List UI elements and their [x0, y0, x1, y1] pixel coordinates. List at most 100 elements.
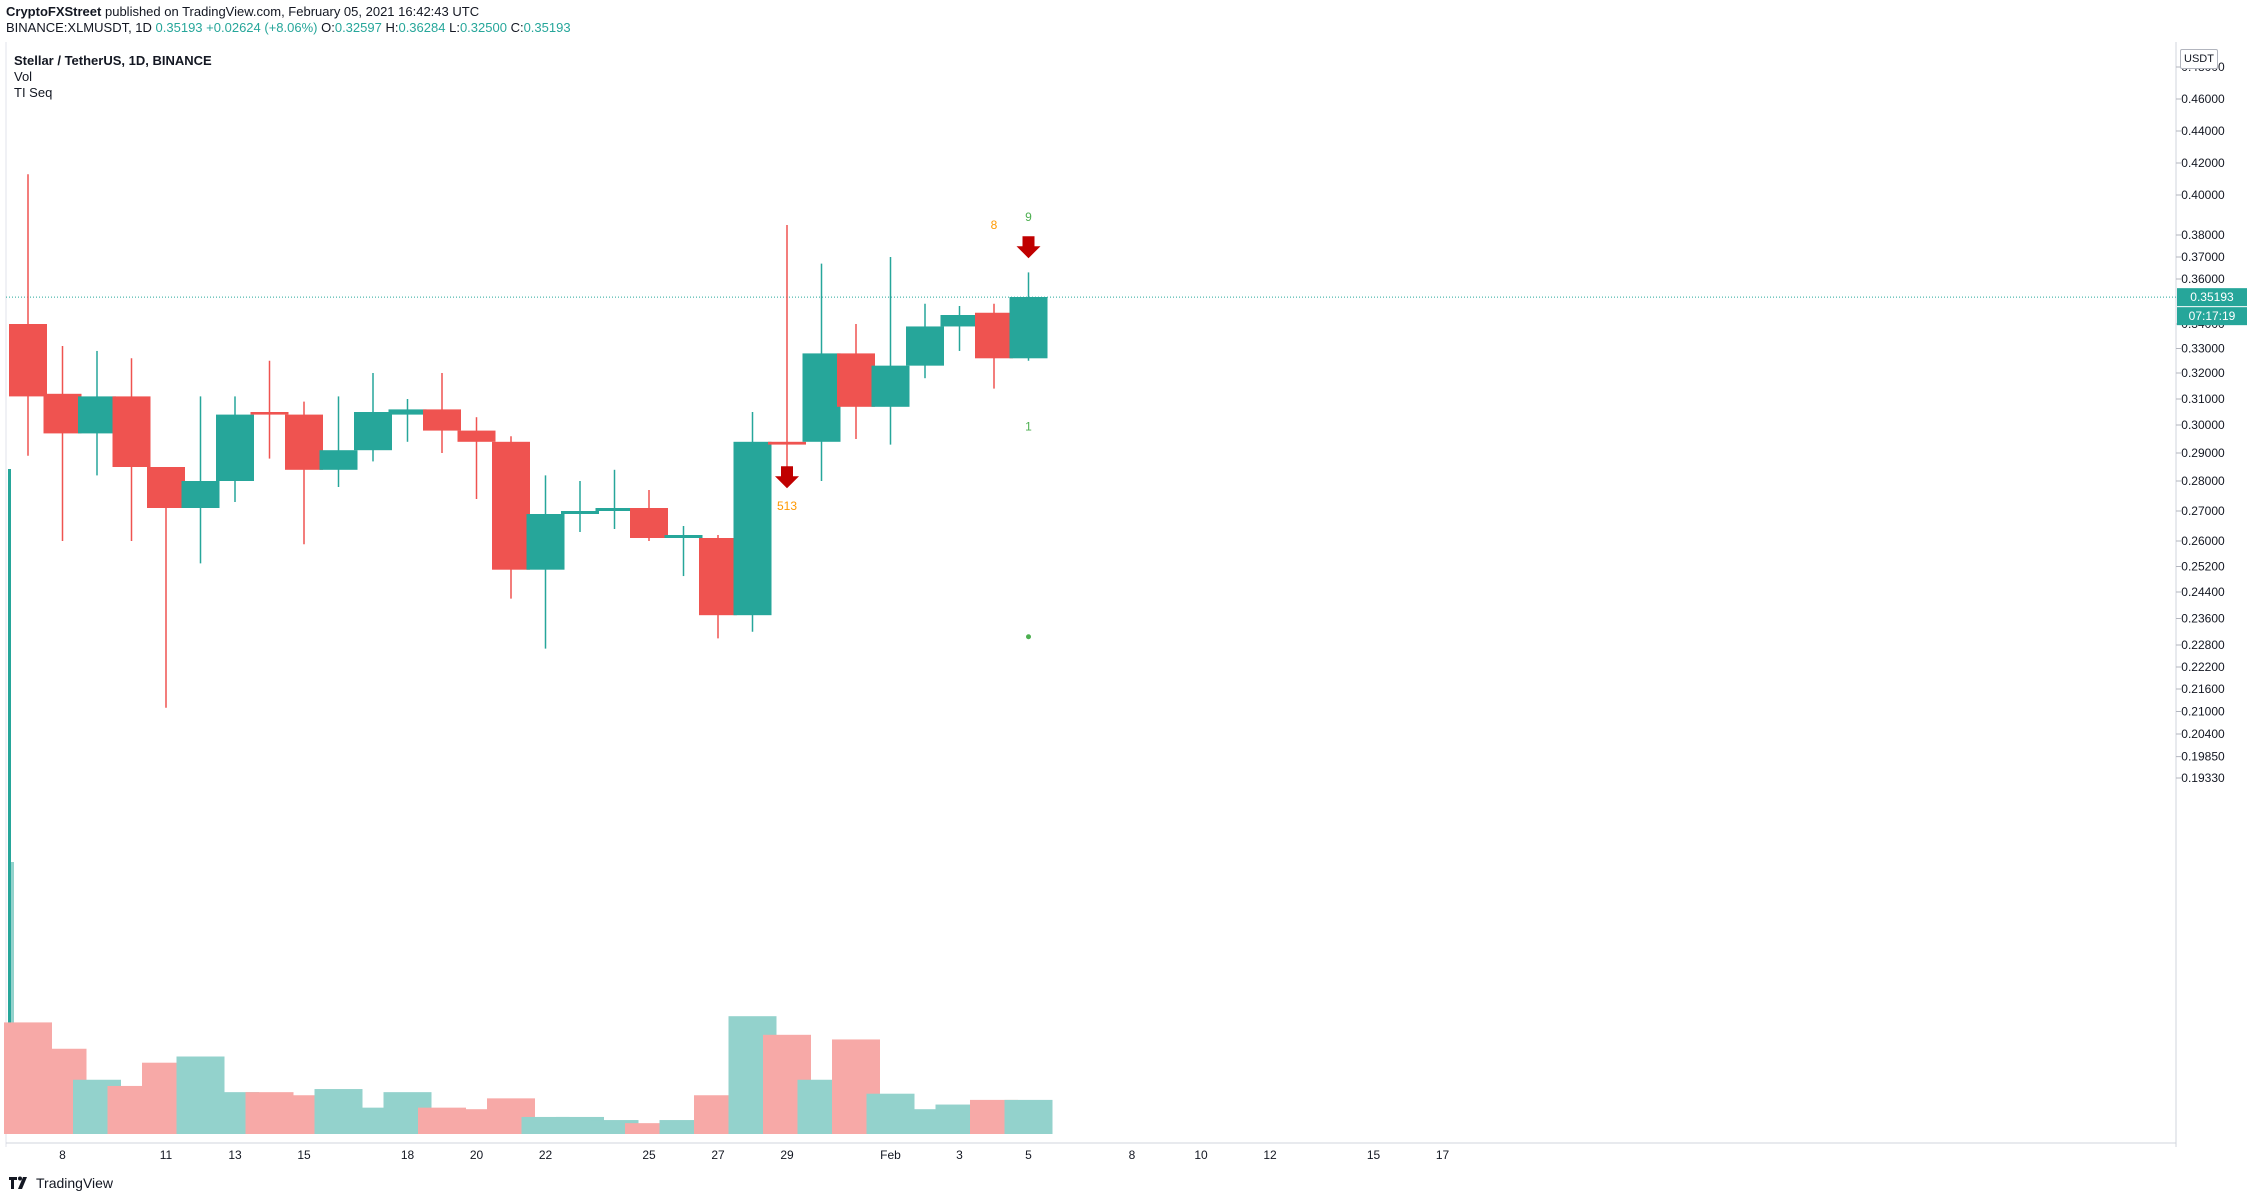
price-change: +0.02624 (+8.06%): [206, 20, 318, 35]
price-tick-label: 0.19330: [2181, 771, 2225, 785]
price-tick-label: 0.29000: [2181, 446, 2225, 460]
seq-count-label: 8: [991, 218, 998, 232]
footer-brand[interactable]: TradingView: [8, 1172, 113, 1194]
price-tick-label: 0.46000: [2181, 92, 2225, 106]
candle-body: [216, 414, 254, 481]
price-tick-label: 0.20400: [2181, 727, 2225, 741]
candle-body: [906, 326, 944, 366]
price-tick-label: 0.36000: [2181, 272, 2225, 286]
volume-bar: [625, 1123, 673, 1134]
time-tick-label: 29: [780, 1148, 794, 1162]
close-label: C:: [510, 20, 524, 35]
price-tick-label: 0.38000: [2181, 228, 2225, 242]
seq-count-label: 513: [777, 499, 797, 513]
countdown-badge: [2177, 307, 2247, 326]
candle-body: [147, 467, 185, 508]
high-value: 0.36284: [398, 20, 446, 35]
candle-body: [250, 412, 289, 415]
candle-body: [457, 430, 496, 442]
time-tick-label: 8: [1129, 1148, 1136, 1162]
time-tick-label: 13: [228, 1148, 242, 1162]
publisher-name: CryptoFXStreet: [6, 4, 102, 19]
time-tick-label: 22: [539, 1148, 553, 1162]
price-tick-label: 0.22200: [2181, 660, 2225, 674]
candle-body: [837, 353, 875, 407]
time-tick-label: 5: [1025, 1148, 1032, 1162]
time-tick-label: 18: [401, 1148, 415, 1162]
price-tick-label: 0.32000: [2181, 366, 2225, 380]
open-label: O:: [321, 20, 335, 35]
time-tick-label: 8: [59, 1148, 66, 1162]
open-value: 0.32597: [334, 20, 382, 35]
volume-bar: [1004, 1099, 1053, 1134]
time-tick-label: 10: [1194, 1148, 1208, 1162]
time-tick-label: 3: [956, 1148, 963, 1162]
price-tick-label: 0.37000: [2181, 250, 2225, 264]
candle-body: [526, 514, 565, 570]
time-tick-label: 20: [470, 1148, 484, 1162]
currency-badge[interactable]: USDT: [2180, 49, 2218, 69]
candle-body: [733, 441, 772, 616]
current-price-badge: [2177, 288, 2247, 307]
candle-body: [699, 538, 737, 616]
left-edge-bar: [8, 469, 11, 1129]
candle-body: [423, 409, 461, 431]
candle-body: [595, 508, 634, 511]
candle-body: [802, 353, 841, 442]
candle-body: [561, 511, 599, 514]
price-tick-label: 0.24400: [2181, 585, 2225, 599]
price-tick-label: 0.21000: [2181, 705, 2225, 719]
candle-body: [871, 365, 910, 407]
time-tick-label: 17: [1436, 1148, 1450, 1162]
price-tick-label: 0.30000: [2181, 418, 2225, 432]
footer-label: TradingView: [36, 1175, 114, 1191]
price-tick-label: 0.31000: [2181, 392, 2225, 406]
candle-body: [181, 481, 220, 508]
price-tick-label: 0.27000: [2181, 504, 2225, 518]
candle-body: [354, 412, 392, 451]
close-value: 0.35193: [523, 20, 571, 35]
tradingview-logo-icon: [9, 1176, 27, 1189]
legend-title: Stellar / TetherUS, 1D, BINANCE: [14, 53, 212, 68]
symbol-label: BINANCE:XLMUSDT, 1D: [6, 20, 152, 35]
current-price-badge-label: 0.35193: [2190, 290, 2234, 304]
time-tick-label: 15: [1367, 1148, 1381, 1162]
candle-body: [940, 315, 979, 327]
price-tick-label: 0.23600: [2181, 612, 2225, 626]
candle-body: [78, 396, 116, 434]
price-tick-label: 0.22800: [2181, 638, 2225, 652]
candle-body: [975, 312, 1013, 359]
seq-count-label: 9: [1025, 210, 1032, 224]
price-tick-label: 0.42000: [2181, 156, 2225, 170]
signal-dot-icon: [1026, 634, 1031, 640]
candle-body: [285, 414, 323, 470]
price-tick-label: 0.25200: [2181, 560, 2225, 574]
sell-arrow-icon: [775, 466, 799, 489]
legend-indicator-vol[interactable]: Vol: [14, 69, 33, 84]
candle-body: [112, 396, 151, 467]
price-tick-label: 0.40000: [2181, 188, 2225, 202]
price-tick-label: 0.21600: [2181, 682, 2225, 696]
sell-arrow-icon: [1016, 236, 1041, 259]
seq-count-label: 1: [1025, 420, 1032, 434]
candle-body: [319, 450, 358, 470]
publish-info: published on TradingView.com, February 0…: [104, 4, 480, 19]
price-tick-label: 0.26000: [2181, 534, 2225, 548]
time-tick-label: 27: [711, 1148, 725, 1162]
time-tick-label: 11: [160, 1148, 173, 1162]
candle-body: [388, 409, 427, 415]
countdown-badge-label: 07:17:19: [2189, 309, 2236, 323]
high-label: H:: [385, 20, 399, 35]
candle-body: [768, 441, 806, 445]
left-edge-vol-bar: [11, 862, 14, 1129]
candle-body: [9, 324, 47, 397]
chart-legend[interactable]: Stellar / TetherUS, 1D, BINANCE Vol TI S…: [14, 53, 212, 101]
candle-body: [630, 508, 668, 538]
legend-indicator-ti-seq[interactable]: TI Seq: [14, 85, 53, 100]
time-tick-label: 25: [642, 1148, 656, 1162]
price-tick-label: 0.44000: [2181, 124, 2225, 138]
time-tick-label: 12: [1263, 1148, 1277, 1162]
symbol-bar: BINANCE:XLMUSDT, 1D 0.35193 +0.02624 (+8…: [6, 20, 571, 35]
price-tick-label: 0.33000: [2181, 342, 2225, 356]
